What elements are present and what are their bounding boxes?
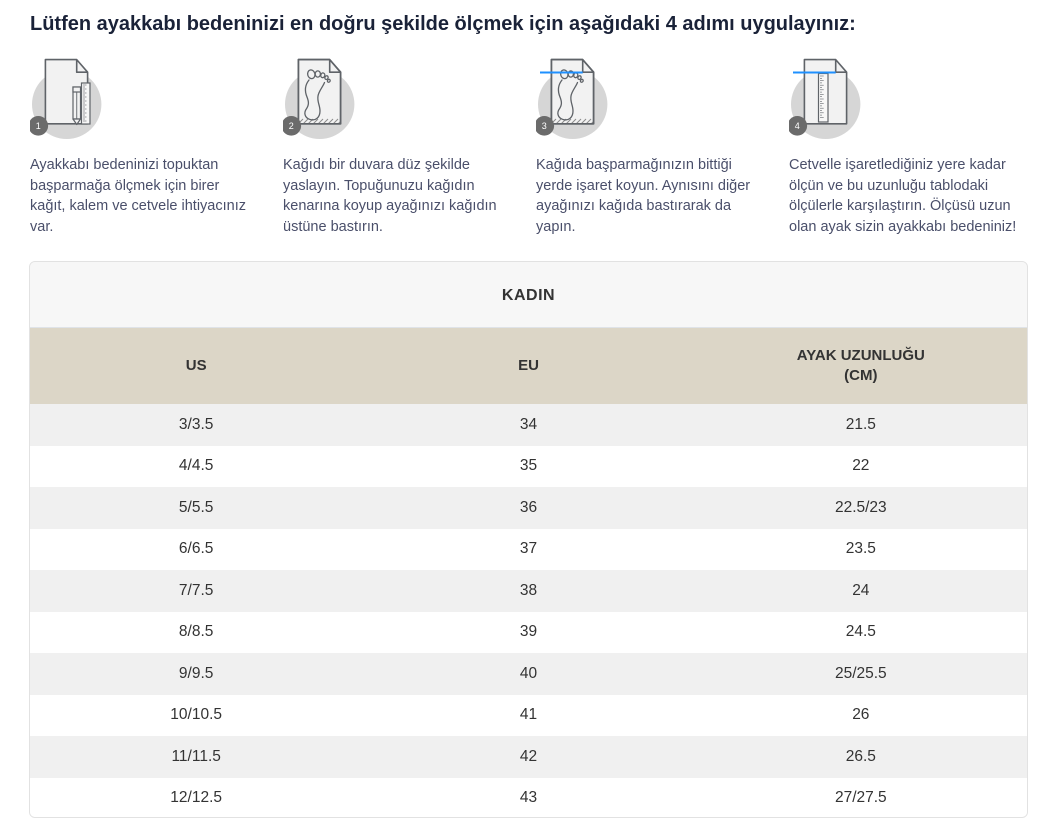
svg-text:4: 4 (795, 121, 800, 131)
svg-text:2: 2 (289, 121, 294, 131)
svg-text:3: 3 (542, 121, 547, 131)
svg-text:1: 1 (36, 121, 41, 131)
